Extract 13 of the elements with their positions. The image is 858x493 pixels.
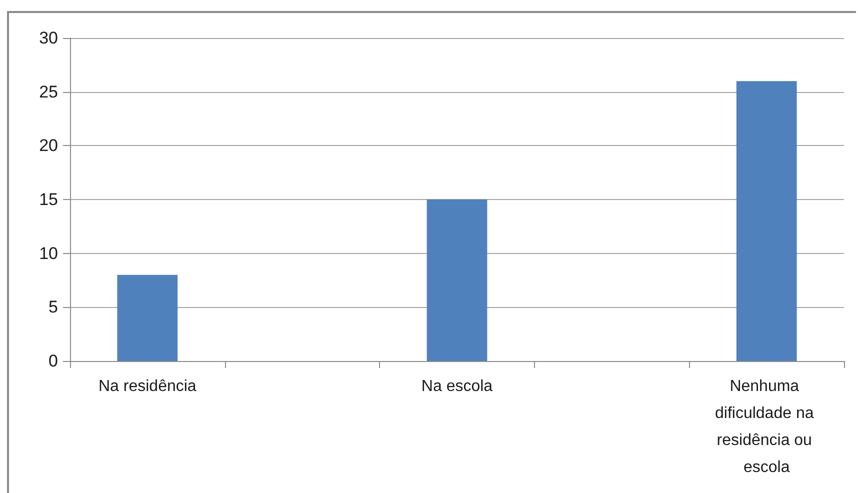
- y-tick-label: 20: [39, 136, 58, 156]
- y-tick-label: 10: [39, 244, 58, 263]
- x-tick-label: Na escola: [421, 378, 493, 395]
- y-tick-label: 0: [48, 352, 58, 370]
- bar: [426, 200, 488, 361]
- y-tick-label: 15: [39, 190, 58, 209]
- y-tick-label: 30: [39, 28, 58, 48]
- bar: [117, 274, 178, 361]
- y-tick-label: 25: [39, 82, 58, 102]
- x-tick-label: Nenhuma dificuldade na residência ou escola: [715, 378, 818, 476]
- bar: [736, 81, 797, 361]
- x-tick-label: Na residência: [98, 378, 196, 395]
- y-tick-label: 5: [48, 298, 58, 317]
